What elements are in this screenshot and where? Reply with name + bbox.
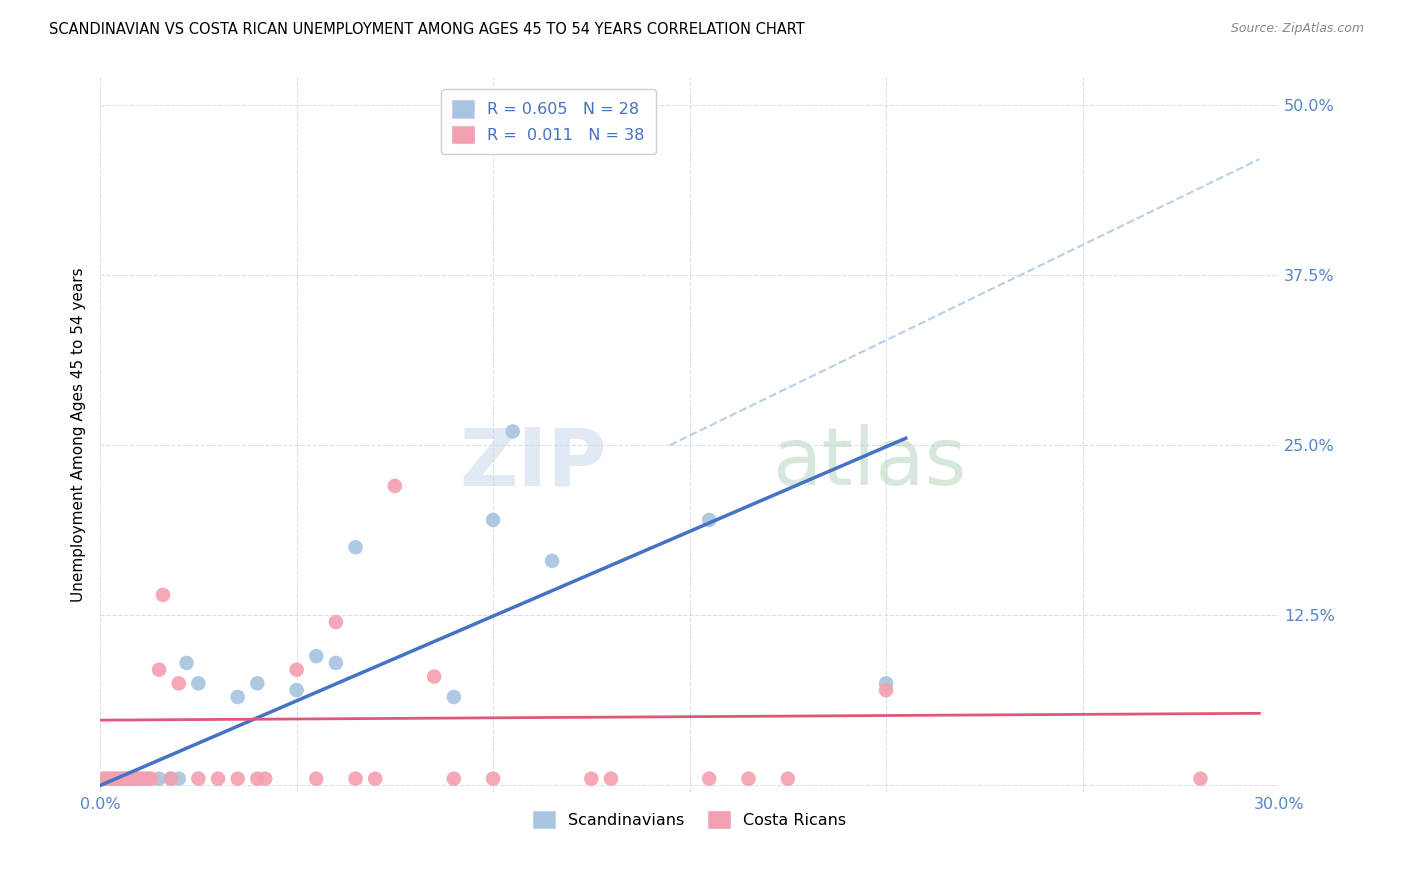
Point — [108, 772, 131, 786]
Point — [160, 772, 183, 786]
Point — [128, 772, 150, 786]
Point — [226, 690, 249, 704]
Point — [132, 772, 155, 786]
Point — [141, 772, 163, 786]
Point — [443, 690, 465, 704]
Point — [600, 772, 623, 786]
Point — [305, 649, 328, 664]
Point — [285, 683, 308, 698]
Point — [167, 676, 190, 690]
Point — [152, 588, 174, 602]
Legend: Scandinavians, Costa Ricans: Scandinavians, Costa Ricans — [526, 805, 853, 834]
Point — [482, 772, 505, 786]
Point — [93, 772, 115, 786]
Point — [423, 669, 446, 683]
Point — [187, 772, 209, 786]
Point — [305, 772, 328, 786]
Y-axis label: Unemployment Among Ages 45 to 54 years: Unemployment Among Ages 45 to 54 years — [72, 268, 86, 602]
Point — [104, 772, 127, 786]
Text: SCANDINAVIAN VS COSTA RICAN UNEMPLOYMENT AMONG AGES 45 TO 54 YEARS CORRELATION C: SCANDINAVIAN VS COSTA RICAN UNEMPLOYMENT… — [49, 22, 806, 37]
Point — [344, 540, 367, 554]
Point — [104, 772, 127, 786]
Point — [121, 772, 143, 786]
Point — [364, 772, 387, 786]
Point — [482, 513, 505, 527]
Text: ZIP: ZIP — [460, 425, 607, 502]
Point — [1189, 772, 1212, 786]
Point — [121, 772, 143, 786]
Point — [117, 772, 139, 786]
Point — [167, 772, 190, 786]
Point — [124, 772, 146, 786]
Point — [101, 772, 124, 786]
Point — [581, 772, 603, 786]
Point — [325, 656, 347, 670]
Point — [541, 554, 564, 568]
Point — [108, 772, 131, 786]
Point — [325, 615, 347, 629]
Point — [187, 676, 209, 690]
Point — [136, 772, 159, 786]
Point — [207, 772, 229, 786]
Point — [697, 772, 720, 786]
Point — [226, 772, 249, 786]
Point — [285, 663, 308, 677]
Point — [443, 772, 465, 786]
Point — [97, 772, 120, 786]
Point — [148, 772, 170, 786]
Point — [128, 772, 150, 786]
Point — [112, 772, 135, 786]
Point — [160, 772, 183, 786]
Point — [254, 772, 277, 786]
Point — [117, 772, 139, 786]
Point — [246, 676, 269, 690]
Point — [124, 772, 146, 786]
Point — [246, 772, 269, 786]
Point — [112, 772, 135, 786]
Point — [737, 772, 759, 786]
Point — [697, 513, 720, 527]
Point — [97, 772, 120, 786]
Point — [344, 772, 367, 786]
Point — [101, 772, 124, 786]
Point — [502, 425, 524, 439]
Point — [875, 676, 897, 690]
Point — [136, 772, 159, 786]
Point — [776, 772, 799, 786]
Point — [176, 656, 198, 670]
Point — [384, 479, 406, 493]
Text: atlas: atlas — [772, 425, 966, 502]
Text: Source: ZipAtlas.com: Source: ZipAtlas.com — [1230, 22, 1364, 36]
Point — [93, 772, 115, 786]
Point — [875, 683, 897, 698]
Point — [148, 663, 170, 677]
